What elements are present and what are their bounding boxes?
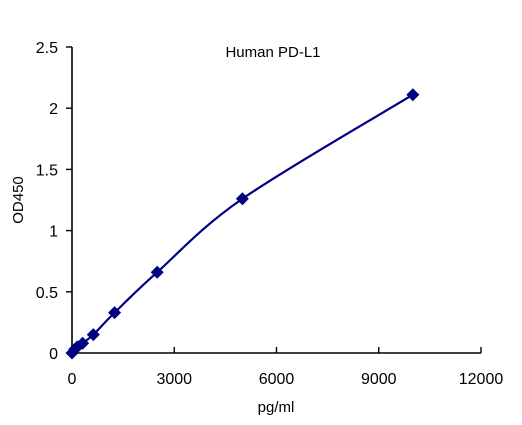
x-tick-label: 12000 [459, 371, 504, 388]
data-point-diamond [150, 265, 164, 279]
data-point-diamond [86, 328, 100, 342]
data-point-diamond [76, 336, 90, 350]
x-tick-label: 6000 [259, 371, 295, 388]
data-point-diamond [406, 88, 420, 102]
y-tick-label: 1 [49, 224, 58, 241]
x-tick-label: 0 [68, 371, 77, 388]
y-axis-title: OD450 [10, 176, 27, 224]
x-axis-title: pg/ml [258, 399, 295, 416]
data-points [65, 88, 420, 360]
x-axis-ticks: 0 3000 6000 9000 12000 [68, 347, 504, 388]
fitted-curve-line [71, 93, 414, 354]
y-tick-label: 2 [49, 101, 58, 118]
y-tick-label: 0 [49, 346, 58, 363]
y-tick-label: 2.5 [36, 40, 58, 57]
y-tick-label: 0.5 [36, 285, 58, 302]
x-tick-label: 9000 [361, 371, 397, 388]
chart-title: Human PD-L1 [225, 44, 320, 61]
data-point-diamond [108, 306, 122, 320]
y-tick-label: 1.5 [36, 162, 58, 179]
y-axis-ticks: 0 0.5 1 1.5 2 2.5 [36, 40, 72, 363]
x-tick-label: 3000 [156, 371, 192, 388]
data-point-diamond [235, 192, 249, 206]
